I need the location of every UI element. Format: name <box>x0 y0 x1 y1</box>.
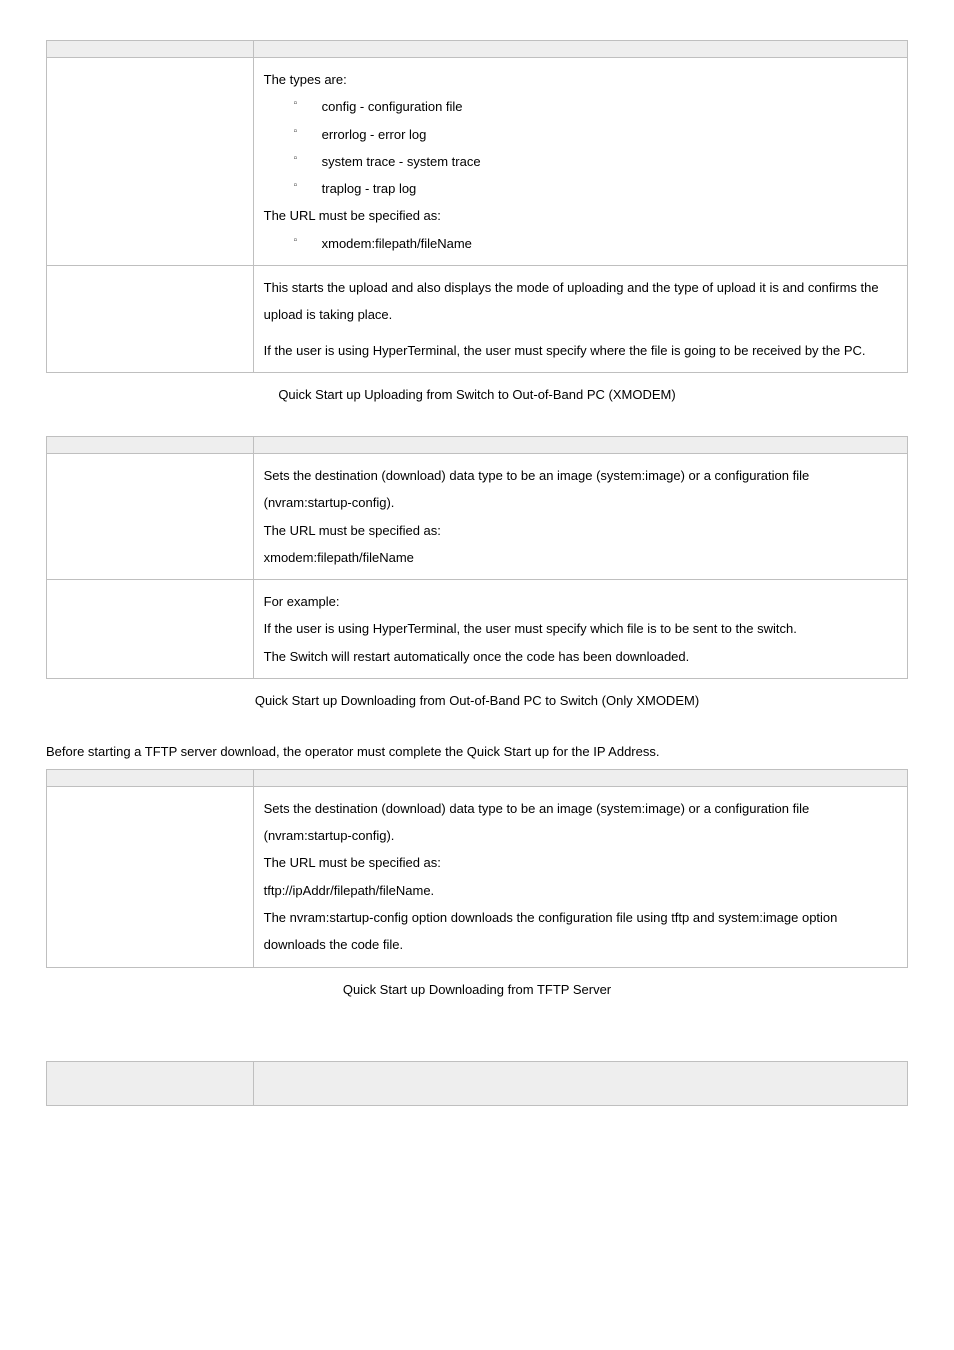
paragraph: The URL must be specified as: <box>264 849 897 876</box>
url-list: xmodem:filepath/fileName <box>264 230 897 257</box>
table-header-cell <box>253 769 907 786</box>
table-row: The types are: config - configuration fi… <box>47 58 908 266</box>
table-cell-right: Sets the destination (download) data typ… <box>253 453 907 579</box>
list-item: xmodem:filepath/fileName <box>264 230 897 257</box>
xmodem-upload-table: The types are: config - configuration fi… <box>46 40 908 373</box>
list-item: errorlog - error log <box>264 121 897 148</box>
tftp-download-table: Sets the destination (download) data typ… <box>46 769 908 968</box>
table-row: Sets the destination (download) data typ… <box>47 453 908 579</box>
paragraph: This starts the upload and also displays… <box>264 274 897 329</box>
table-header-cell <box>47 436 254 453</box>
table-cell-right: This starts the upload and also displays… <box>253 266 907 373</box>
types-intro: The types are: <box>264 66 897 93</box>
list-item: traplog - trap log <box>264 175 897 202</box>
paragraph: If the user is using HyperTerminal, the … <box>264 615 897 642</box>
table-cell-right: The types are: config - configuration fi… <box>253 58 907 266</box>
paragraph: The Switch will restart automatically on… <box>264 643 897 670</box>
table-cell-left <box>47 58 254 266</box>
paragraph: Sets the destination (download) data typ… <box>264 462 897 517</box>
paragraph: The nvram:startup-config option download… <box>264 904 897 959</box>
paragraph: The URL must be specified as: <box>264 517 897 544</box>
paragraph: If the user is using HyperTerminal, the … <box>264 337 897 364</box>
paragraph: For example: <box>264 588 897 615</box>
paragraph: Sets the destination (download) data typ… <box>264 795 897 850</box>
table-row: For example: If the user is using HyperT… <box>47 580 908 679</box>
empty-table <box>46 1061 908 1106</box>
table-cell-left <box>47 580 254 679</box>
list-item: system trace - system trace <box>264 148 897 175</box>
table-caption: Quick Start up Downloading from TFTP Ser… <box>46 982 908 997</box>
table-row: Sets the destination (download) data typ… <box>47 786 908 967</box>
table-header-cell <box>253 41 907 58</box>
url-intro: The URL must be specified as: <box>264 202 897 229</box>
table-header-cell <box>47 41 254 58</box>
list-item: config - configuration file <box>264 93 897 120</box>
table-header-cell <box>253 1061 907 1105</box>
table-row: This starts the upload and also displays… <box>47 266 908 373</box>
xmodem-download-table: Sets the destination (download) data typ… <box>46 436 908 679</box>
table-cell-right: Sets the destination (download) data typ… <box>253 786 907 967</box>
table-caption: Quick Start up Downloading from Out-of-B… <box>46 693 908 708</box>
table-cell-left <box>47 453 254 579</box>
paragraph: tftp://ipAddr/filepath/fileName. <box>264 877 897 904</box>
table-cell-right: For example: If the user is using HyperT… <box>253 580 907 679</box>
types-list: config - configuration file errorlog - e… <box>264 93 897 202</box>
paragraph: xmodem:filepath/fileName <box>264 544 897 571</box>
table-header-cell <box>47 769 254 786</box>
table-header-cell <box>253 436 907 453</box>
table-caption: Quick Start up Uploading from Switch to … <box>46 387 908 402</box>
table-cell-left <box>47 266 254 373</box>
table-header-cell <box>47 1061 254 1105</box>
table-cell-left <box>47 786 254 967</box>
tftp-intro-paragraph: Before starting a TFTP server download, … <box>46 742 908 763</box>
